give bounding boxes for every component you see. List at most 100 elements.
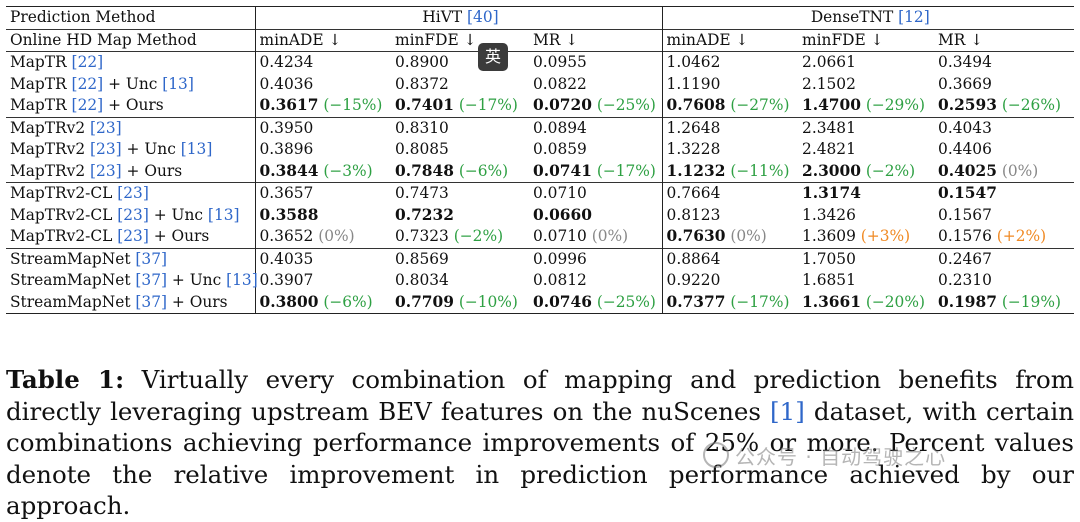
- ime-indicator-badge[interactable]: 英: [478, 43, 508, 71]
- value-cell: 0.8569: [391, 247, 529, 270]
- citation-number: 37: [141, 249, 162, 268]
- citation-link[interactable]: [37]: [135, 249, 168, 268]
- table-row: StreamMapNet [37] 0.4035 0.8569 0.0996 0.886…: [6, 247, 1075, 270]
- metric-value: 0.7630: [666, 227, 726, 245]
- citation-link[interactable]: [23]: [117, 205, 149, 224]
- value-cell: 0.4025 (0%): [934, 161, 1074, 183]
- table-row: MapTRv2-CL [23] + Unc [13] 0.3588 0.7232 0.…: [6, 204, 1074, 227]
- metric-value: 1.1190: [666, 74, 721, 93]
- percent-change: (−20%): [865, 292, 925, 311]
- citation-link[interactable]: [23]: [90, 118, 122, 137]
- metric-value: 0.1547: [938, 184, 997, 202]
- metric-value: 0.8900: [395, 53, 449, 71]
- citation-link[interactable]: [23]: [90, 161, 122, 180]
- percent-change: (−17%): [730, 292, 790, 311]
- citation-number: 13: [168, 74, 188, 93]
- metric-value: 1.3609: [802, 227, 856, 245]
- metric-value: 0.8034: [395, 271, 449, 289]
- metric-value: 0.8085: [395, 140, 449, 158]
- value-cell: 0.1547: [934, 182, 1075, 205]
- metric-value: 0.3494: [938, 53, 992, 71]
- metric-value: 0.0894: [533, 118, 587, 137]
- header-row-metrics: Online HD Map Method minADE ↓ minFDE ↓ M…: [6, 28, 1075, 52]
- citation-link[interactable]: [22]: [71, 74, 104, 93]
- table-row: MapTRv2 [23] + Ours 0.3844 (−3%) 0.7848 (−…: [6, 160, 1074, 183]
- value-cell: 1.3174: [798, 182, 935, 205]
- metric-value: 0.4406: [938, 140, 992, 158]
- citation-link[interactable]: [13]: [180, 140, 213, 158]
- metric-value: 0.8310: [395, 118, 449, 137]
- method-text: + Unc: [121, 140, 181, 158]
- citation-link[interactable]: [13]: [162, 74, 194, 93]
- metric-value: 0.3907: [259, 271, 314, 289]
- metric-value: 0.1987: [938, 292, 997, 311]
- value-cell: 1.2648: [661, 116, 799, 139]
- value-cell: 0.3494: [934, 51, 1075, 74]
- header-hivt-minade: minADE ↓: [254, 28, 391, 52]
- metric-value: 0.8372: [395, 74, 449, 93]
- metric-value: 0.9220: [666, 271, 721, 289]
- value-cell: 1.3661 (−20%): [798, 291, 935, 314]
- value-cell: 0.7664: [661, 182, 799, 205]
- method-cell: MapTR [22] + Ours: [6, 95, 255, 117]
- citation-link[interactable]: [37]: [135, 271, 168, 289]
- header-hivt: HiVT [40]: [254, 6, 663, 29]
- value-cell: 0.8900: [391, 51, 529, 74]
- percent-change: (−17%): [596, 161, 656, 180]
- value-cell: 0.3907: [254, 270, 391, 292]
- value-cell: 0.0955: [529, 51, 663, 74]
- header-online-hd-map-method: Online HD Map Method: [6, 28, 255, 52]
- value-cell: 0.0741 (−17%): [529, 161, 662, 183]
- method-text: MapTR: [10, 96, 72, 114]
- value-cell: 0.0660: [529, 205, 662, 227]
- metric-value: 1.3174: [802, 184, 861, 202]
- watermark: 公众号 · 自动驾驶之心: [703, 441, 946, 470]
- citation-number: 23: [96, 118, 116, 137]
- metric-value: 0.0996: [533, 249, 587, 268]
- value-cell: 0.3844 (−3%): [254, 160, 391, 183]
- citation-link[interactable]: [23]: [117, 184, 149, 202]
- citation-link[interactable]: [22]: [71, 96, 104, 114]
- citation-link[interactable]: [37]: [135, 292, 168, 311]
- citation-link[interactable]: [13]: [226, 271, 258, 289]
- table-row: MapTRv2 [23] 0.3950 0.8310 0.0894 1.2648 2.34…: [6, 116, 1075, 139]
- citation-link[interactable]: [22]: [71, 53, 104, 71]
- value-cell: 1.3609 (+3%): [798, 226, 934, 248]
- metric-value: 1.2648: [666, 118, 721, 137]
- citation-link[interactable]: [23]: [117, 227, 149, 245]
- metric-value: 0.2593: [938, 96, 997, 114]
- value-cell: 0.4035: [254, 247, 391, 270]
- value-cell: 0.0746 (−25%): [529, 291, 663, 314]
- value-cell: 0.0710: [529, 182, 663, 205]
- citation-link[interactable]: [23]: [90, 140, 122, 158]
- value-cell: 0.3950: [254, 116, 391, 139]
- percent-change: (−3%): [323, 161, 373, 180]
- value-cell: 0.3896: [254, 139, 391, 161]
- value-cell: 0.0894: [529, 116, 663, 139]
- value-cell: 1.3228: [661, 139, 799, 161]
- value-cell: 0.8310: [391, 116, 529, 139]
- citation-link[interactable]: [13]: [207, 205, 240, 224]
- wechat-icon: [703, 442, 729, 468]
- method-cell: StreamMapNet [37] + Ours: [6, 291, 255, 314]
- percent-change: (−11%): [730, 161, 790, 180]
- value-cell: 0.8034: [391, 270, 529, 292]
- method-text: StreamMapNet: [10, 249, 136, 268]
- percent-change: (−17%): [458, 96, 518, 114]
- table-row: StreamMapNet [37] + Ours 0.3800 (−6%) 0.77…: [6, 291, 1075, 314]
- metric-value: 0.8123: [666, 205, 721, 224]
- percent-change: (−10%): [458, 292, 518, 311]
- metric-value: 0.0859: [533, 140, 587, 158]
- percent-change: (−6%): [458, 161, 509, 180]
- header-densetnt-minfde: minFDE ↓: [798, 28, 935, 52]
- value-cell: 0.4234: [254, 51, 391, 74]
- metric-value: 1.0462: [666, 53, 721, 71]
- citation-number: 23: [123, 205, 143, 224]
- percent-change: (0%): [318, 227, 355, 245]
- caption-cite: 1: [779, 396, 796, 426]
- metric-value: 0.8864: [666, 249, 721, 268]
- citation-number: 22: [77, 53, 98, 71]
- value-cell: 0.0720 (−25%): [529, 95, 662, 117]
- metric-value: 0.3844: [259, 161, 319, 180]
- method-cell: MapTRv2-CL [23] + Unc [13]: [6, 205, 255, 227]
